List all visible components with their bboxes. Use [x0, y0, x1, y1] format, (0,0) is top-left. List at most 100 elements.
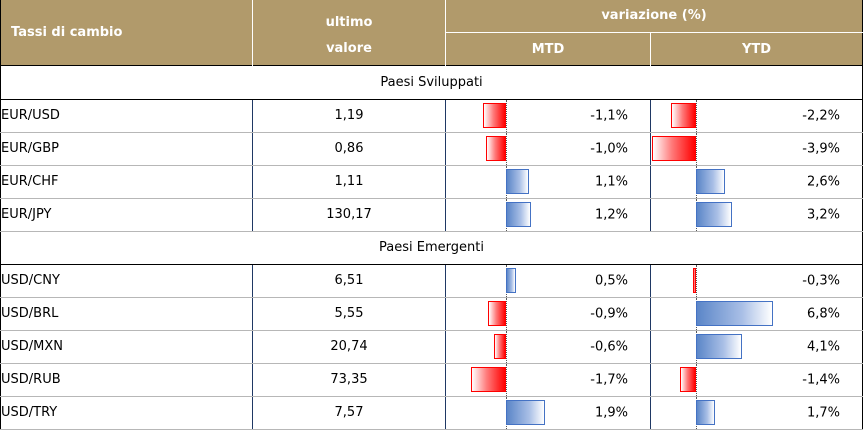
header-title: Tassi di cambio [0, 0, 253, 66]
mtd-bar [506, 168, 529, 194]
ytd-bar [696, 300, 773, 326]
mtd-axis-line [506, 132, 507, 165]
ytd-cell: -3,9% [650, 132, 863, 166]
ytd-bar [696, 399, 716, 425]
section-row: Paesi Sviluppati [0, 65, 863, 100]
last-value: 20,74 [252, 330, 446, 364]
mtd-label: -0,9% [590, 306, 628, 322]
table-row: EUR/CHF 1,11 1,1% 2,6% [0, 165, 863, 199]
mtd-label: 1,2% [594, 207, 628, 223]
ytd-cell: -1,4% [650, 363, 863, 397]
header-valore: valore [252, 32, 446, 66]
mtd-bar [506, 201, 531, 227]
mtd-label: 0,5% [594, 273, 628, 289]
header-variazione: variazione (%) [444, 0, 863, 33]
currency-pair: USD/MXN [0, 330, 253, 364]
mtd-bar [506, 267, 517, 293]
ytd-cell: 6,8% [650, 297, 863, 331]
section-title: Paesi Emergenti [0, 230, 863, 265]
ytd-label: -2,2% [802, 108, 841, 124]
mtd-cell: -1,1% [445, 99, 651, 133]
ytd-bar [671, 102, 696, 128]
mtd-bar [485, 135, 506, 161]
currency-pair: EUR/CHF [0, 165, 253, 199]
mtd-axis-line [506, 297, 507, 330]
mtd-cell: 0,5% [445, 264, 651, 298]
mtd-axis-line [506, 363, 507, 396]
ytd-label: -1,4% [802, 372, 841, 388]
ytd-cell: 4,1% [650, 330, 863, 364]
ytd-axis-line [696, 363, 697, 396]
ytd-cell: 3,2% [650, 198, 863, 232]
table-row: EUR/GBP 0,86 -1,0% -3,9% [0, 132, 863, 166]
table-row: USD/RUB 73,35 -1,7% -1,4% [0, 363, 863, 397]
ytd-bar [696, 201, 733, 227]
last-value: 1,19 [252, 99, 446, 133]
ytd-cell: 1,7% [650, 396, 863, 431]
mtd-axis-line [506, 330, 507, 363]
last-value: 5,55 [252, 297, 446, 331]
currency-pair: USD/RUB [0, 363, 253, 397]
ytd-bar [680, 366, 696, 392]
mtd-cell: -1,7% [445, 363, 651, 397]
mtd-label: -1,1% [590, 108, 628, 124]
ytd-bar [696, 333, 743, 359]
table-row: EUR/JPY 130,17 1,2% 3,2% [0, 198, 863, 232]
mtd-bar [493, 333, 506, 359]
table-row: USD/TRY 7,57 1,9% 1,7% [0, 396, 863, 431]
mtd-cell: -0,6% [445, 330, 651, 364]
mtd-label: -0,6% [590, 339, 628, 355]
mtd-cell: -1,0% [445, 132, 651, 166]
table-row: EUR/USD 1,19 -1,1% -2,2% [0, 99, 863, 133]
table-row: USD/CNY 6,51 0,5% -0,3% [0, 264, 863, 298]
currency-pair: USD/TRY [0, 396, 253, 431]
ytd-bar [696, 168, 726, 194]
table-row: USD/MXN 20,74 -0,6% 4,1% [0, 330, 863, 364]
mtd-label: 1,1% [594, 174, 628, 190]
ytd-label: 2,6% [806, 174, 841, 190]
header-ytd: YTD [649, 32, 863, 66]
last-value: 7,57 [252, 396, 446, 431]
ytd-cell: -0,3% [650, 264, 863, 298]
ytd-label: -0,3% [802, 273, 841, 289]
mtd-bar [471, 366, 506, 392]
ytd-bar [692, 267, 696, 293]
mtd-label: -1,0% [590, 141, 628, 157]
ytd-label: 3,2% [806, 207, 841, 223]
mtd-cell: 1,9% [445, 396, 651, 431]
mtd-cell: 1,1% [445, 165, 651, 199]
mtd-cell: 1,2% [445, 198, 651, 232]
ytd-bar [651, 135, 696, 161]
mtd-label: -1,7% [590, 372, 628, 388]
currency-pair: USD/BRL [0, 297, 253, 331]
ytd-axis-line [696, 132, 697, 165]
ytd-label: -3,9% [802, 141, 841, 157]
last-value: 0,86 [252, 132, 446, 166]
currency-pair: EUR/USD [0, 99, 253, 133]
ytd-cell: 2,6% [650, 165, 863, 199]
ytd-axis-line [696, 264, 697, 297]
header-ultimo: ultimo [252, 0, 446, 33]
mtd-axis-line [506, 99, 507, 132]
ytd-axis-line [696, 99, 697, 132]
ytd-cell: -2,2% [650, 99, 863, 133]
currency-pair: USD/CNY [0, 264, 253, 298]
section-row: Paesi Emergenti [0, 230, 863, 265]
currency-pair: EUR/JPY [0, 198, 253, 232]
mtd-label: 1,9% [594, 405, 628, 421]
ytd-label: 1,7% [806, 405, 841, 421]
mtd-bar [487, 300, 506, 326]
ytd-label: 4,1% [806, 339, 841, 355]
last-value: 6,51 [252, 264, 446, 298]
table-row: USD/BRL 5,55 -0,9% 6,8% [0, 297, 863, 331]
mtd-cell: -0,9% [445, 297, 651, 331]
mtd-bar [483, 102, 506, 128]
section-title: Paesi Sviluppati [0, 65, 863, 100]
header-mtd: MTD [445, 32, 651, 66]
ytd-label: 6,8% [806, 306, 841, 322]
currency-pair: EUR/GBP [0, 132, 253, 166]
mtd-bar [506, 399, 545, 425]
last-value: 130,17 [252, 198, 446, 232]
last-value: 1,11 [252, 165, 446, 199]
